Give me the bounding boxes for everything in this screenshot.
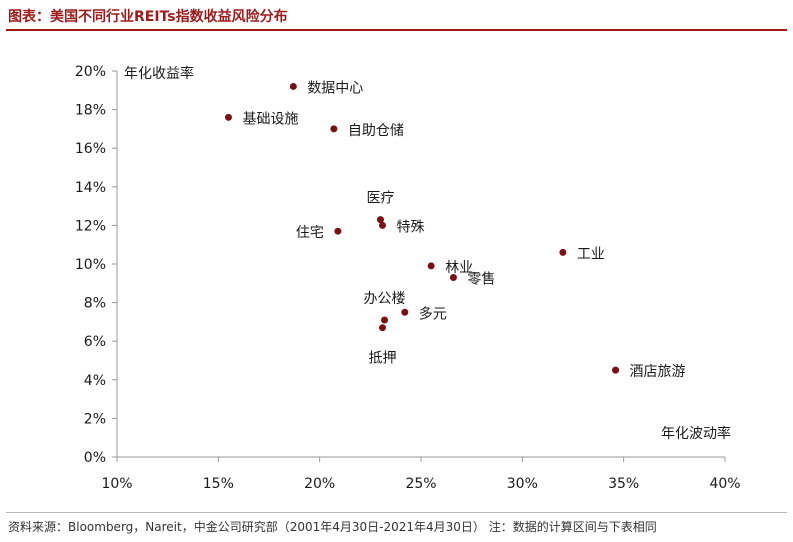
y-axis-label: 年化收益率 [124,65,194,82]
point-label: 零售 [467,272,495,288]
data-point [381,316,389,324]
point-label: 住宅 [296,225,324,241]
point-label: 数据中心 [307,80,363,96]
data-point [334,227,342,235]
x-tick-label: 30% [507,476,538,492]
data-point [559,248,567,256]
point-label: 抵押 [368,351,396,367]
y-tick-label: 10% [75,257,106,273]
data-point [378,324,386,332]
data-point [289,82,297,90]
data-point [224,113,232,121]
point-label: 自助仓储 [348,123,404,139]
y-tick-label: 6% [84,334,106,350]
data-point [612,366,620,374]
y-tick-label: 16% [75,141,106,157]
y-tick-label: 18% [75,103,106,119]
y-tick-label: 14% [75,180,106,196]
x-tick-label: 35% [608,476,639,492]
data-point [378,221,386,229]
y-tick-label: 0% [84,450,106,466]
point-label: 办公楼 [364,291,406,307]
point-label: 工业 [577,246,605,262]
data-point [376,216,384,224]
scatter-chart: 0% 2% 4% 6% 8% 10% 12% 14% 16% 18% 20% 10% 15% 20% 25%… [75,64,741,492]
x-axis-label: 年化波动率 [661,425,731,442]
data-point [449,274,457,282]
points-group [224,82,620,374]
data-point [401,308,409,316]
y-tick-label: 20% [75,64,106,80]
point-label: 酒店旅游 [630,364,686,380]
x-tick-label: 40% [709,476,740,492]
point-label: 基础设施 [242,110,298,127]
chart-title: 图表：美国不同行业REITs指数收益风险分布 [8,9,288,25]
x-tick-label: 20% [304,476,335,492]
x-tick-label: 25% [405,476,436,492]
y-tick-label: 12% [75,218,106,234]
y-tick-label: 8% [84,296,106,312]
tick-labels-group: 0% 2% 4% 6% 8% 10% 12% 14% 16% 18% 20% 10% 15% 20% 25%… [75,64,741,492]
point-label: 多元 [419,305,447,322]
footer-divider [6,512,787,513]
title-divider [6,29,787,31]
point-label: 林业 [445,260,473,276]
y-tick-label: 2% [84,411,106,427]
x-tick-label: 10% [101,476,132,492]
x-tick-label: 15% [203,476,234,492]
y-tick-label: 4% [84,373,106,389]
data-point [330,125,338,133]
point-label: 医疗 [366,191,394,207]
axes-group [112,70,726,462]
point-label: 特殊 [396,219,424,235]
data-point [427,262,435,270]
source-note: 资料来源：Bloomberg，Nareit，中金公司研究部（2001年4月30日… [8,520,657,534]
chart-header: 图表：美国不同行业REITs指数收益风险分布 [0,0,793,31]
